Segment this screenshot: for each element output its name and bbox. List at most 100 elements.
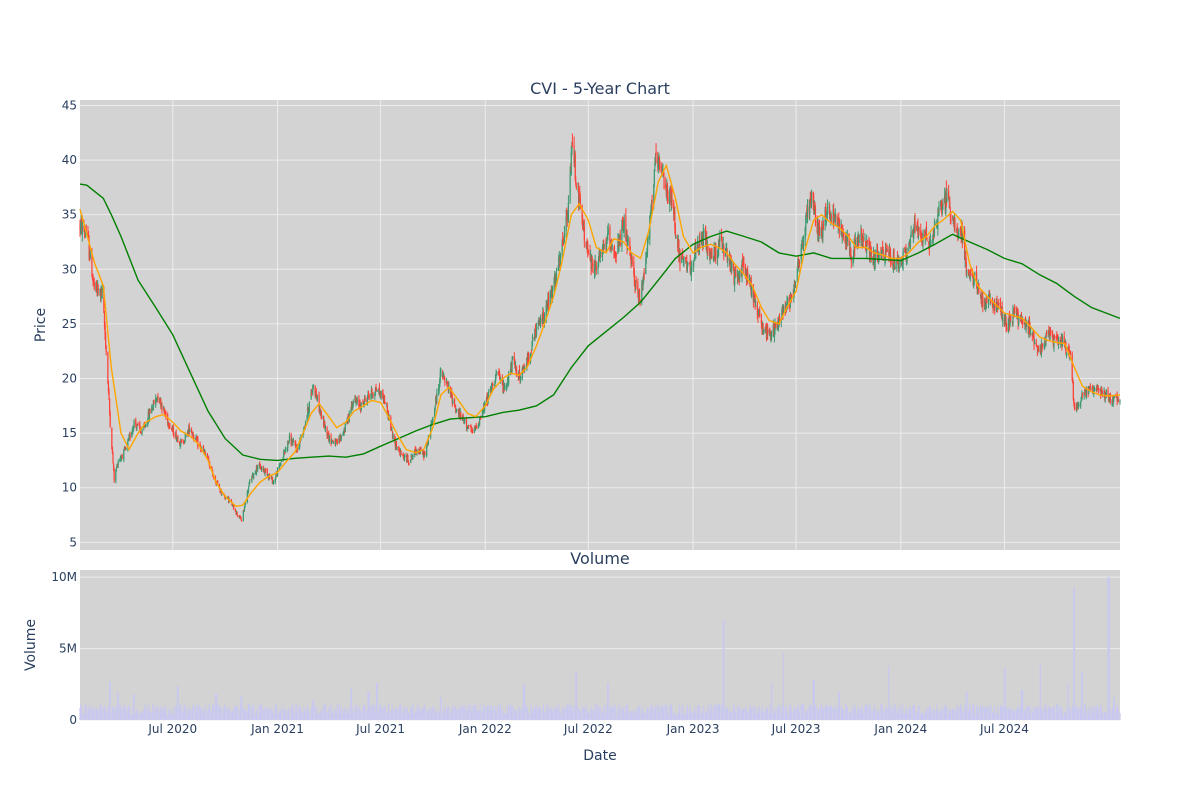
candle-body [555, 277, 557, 285]
volume-bar [778, 710, 781, 720]
candle-body [486, 402, 489, 404]
volume-bar [794, 707, 797, 720]
candle-body [1014, 307, 1016, 310]
candle-body [565, 217, 567, 232]
candle-body [404, 455, 406, 457]
candle-body [872, 259, 874, 261]
candle-body [144, 424, 147, 426]
candle-body [687, 263, 689, 265]
candle-body [496, 371, 498, 373]
x-tick-label: Jan 2024 [873, 722, 927, 736]
volume-bar [671, 708, 673, 720]
candle-body [801, 240, 803, 243]
candle-body [149, 409, 151, 414]
volume-bar [225, 706, 227, 720]
candle-body [1036, 346, 1039, 354]
volume-bar [723, 620, 725, 720]
candle-body [308, 401, 311, 411]
candle-body [475, 425, 477, 427]
volume-bar [687, 714, 689, 720]
candle-body [1041, 345, 1044, 348]
candle-body [105, 333, 107, 348]
candle-body [716, 254, 719, 259]
candle-body [671, 195, 673, 206]
volume-bar [759, 707, 761, 720]
candle-body [1051, 330, 1053, 335]
candle-body [490, 384, 493, 392]
candle-body [245, 503, 247, 505]
volume-bar [679, 707, 681, 720]
volume-bar [452, 704, 454, 720]
candle-body [292, 440, 295, 442]
candle-body [1053, 336, 1056, 339]
volume-bar [802, 704, 805, 720]
candle-body [1072, 382, 1074, 400]
candle-body [975, 272, 978, 285]
volume-bar [1049, 707, 1052, 720]
volume-bar [332, 714, 334, 720]
volume-bar [971, 705, 974, 720]
candle-body [288, 441, 290, 444]
candle-body [141, 429, 143, 434]
candle-body [721, 240, 723, 248]
candle-body [152, 407, 154, 411]
volume-bar [962, 712, 964, 720]
volume-bar [862, 713, 864, 720]
candle-body [737, 277, 739, 279]
volume-bar [348, 708, 350, 720]
volume-bar [711, 708, 713, 720]
volume-bar [127, 704, 129, 720]
candle-body [81, 222, 83, 235]
candle-body [991, 300, 994, 308]
volume-bar [587, 713, 589, 720]
candle-body [344, 423, 346, 432]
volume-bar [591, 709, 593, 720]
volume-y-tick-label: 10M [51, 570, 77, 584]
candle-body [139, 422, 141, 429]
candle-body [942, 204, 944, 207]
candle-body [703, 229, 705, 235]
candle-body [994, 302, 996, 310]
candle-body [898, 261, 900, 271]
volume-bar [1081, 671, 1084, 720]
volume-bar [177, 685, 179, 720]
candle-body [504, 385, 506, 390]
x-tick-label: Jul 2021 [355, 722, 405, 736]
candle-body [1108, 397, 1110, 401]
candle-body [1055, 336, 1057, 338]
volume-bar [829, 704, 831, 720]
candle-body [233, 505, 235, 510]
candle-body [514, 360, 516, 366]
volume-bar [1067, 682, 1069, 720]
volume-bar [84, 704, 86, 720]
candle-body [494, 374, 497, 382]
candle-body [403, 455, 406, 461]
volume-bar [504, 713, 506, 720]
volume-bar [363, 704, 365, 720]
volume-bar [249, 704, 251, 720]
volume-bar [436, 710, 438, 720]
volume-bar [115, 707, 117, 720]
candle-body [965, 262, 967, 276]
candle-body [226, 496, 229, 498]
volume-bar [767, 707, 769, 720]
volume-bar [213, 706, 215, 720]
candle-body [593, 263, 595, 273]
candle-body [199, 443, 201, 447]
candle-body [402, 454, 404, 456]
volume-bar [662, 708, 664, 720]
candle-body [654, 155, 657, 162]
candle-body [589, 251, 591, 256]
candle-body [579, 196, 581, 209]
candle-body [163, 408, 165, 412]
candle-body [581, 204, 583, 219]
candle-body [1056, 334, 1058, 338]
volume-bar [472, 705, 474, 720]
candle-body [372, 395, 374, 397]
candle-body [364, 399, 366, 401]
volume-bar [344, 714, 346, 720]
volume-bar [530, 705, 533, 720]
candle-body [136, 424, 139, 426]
candle-body [793, 288, 795, 298]
volume-bar [515, 709, 517, 720]
